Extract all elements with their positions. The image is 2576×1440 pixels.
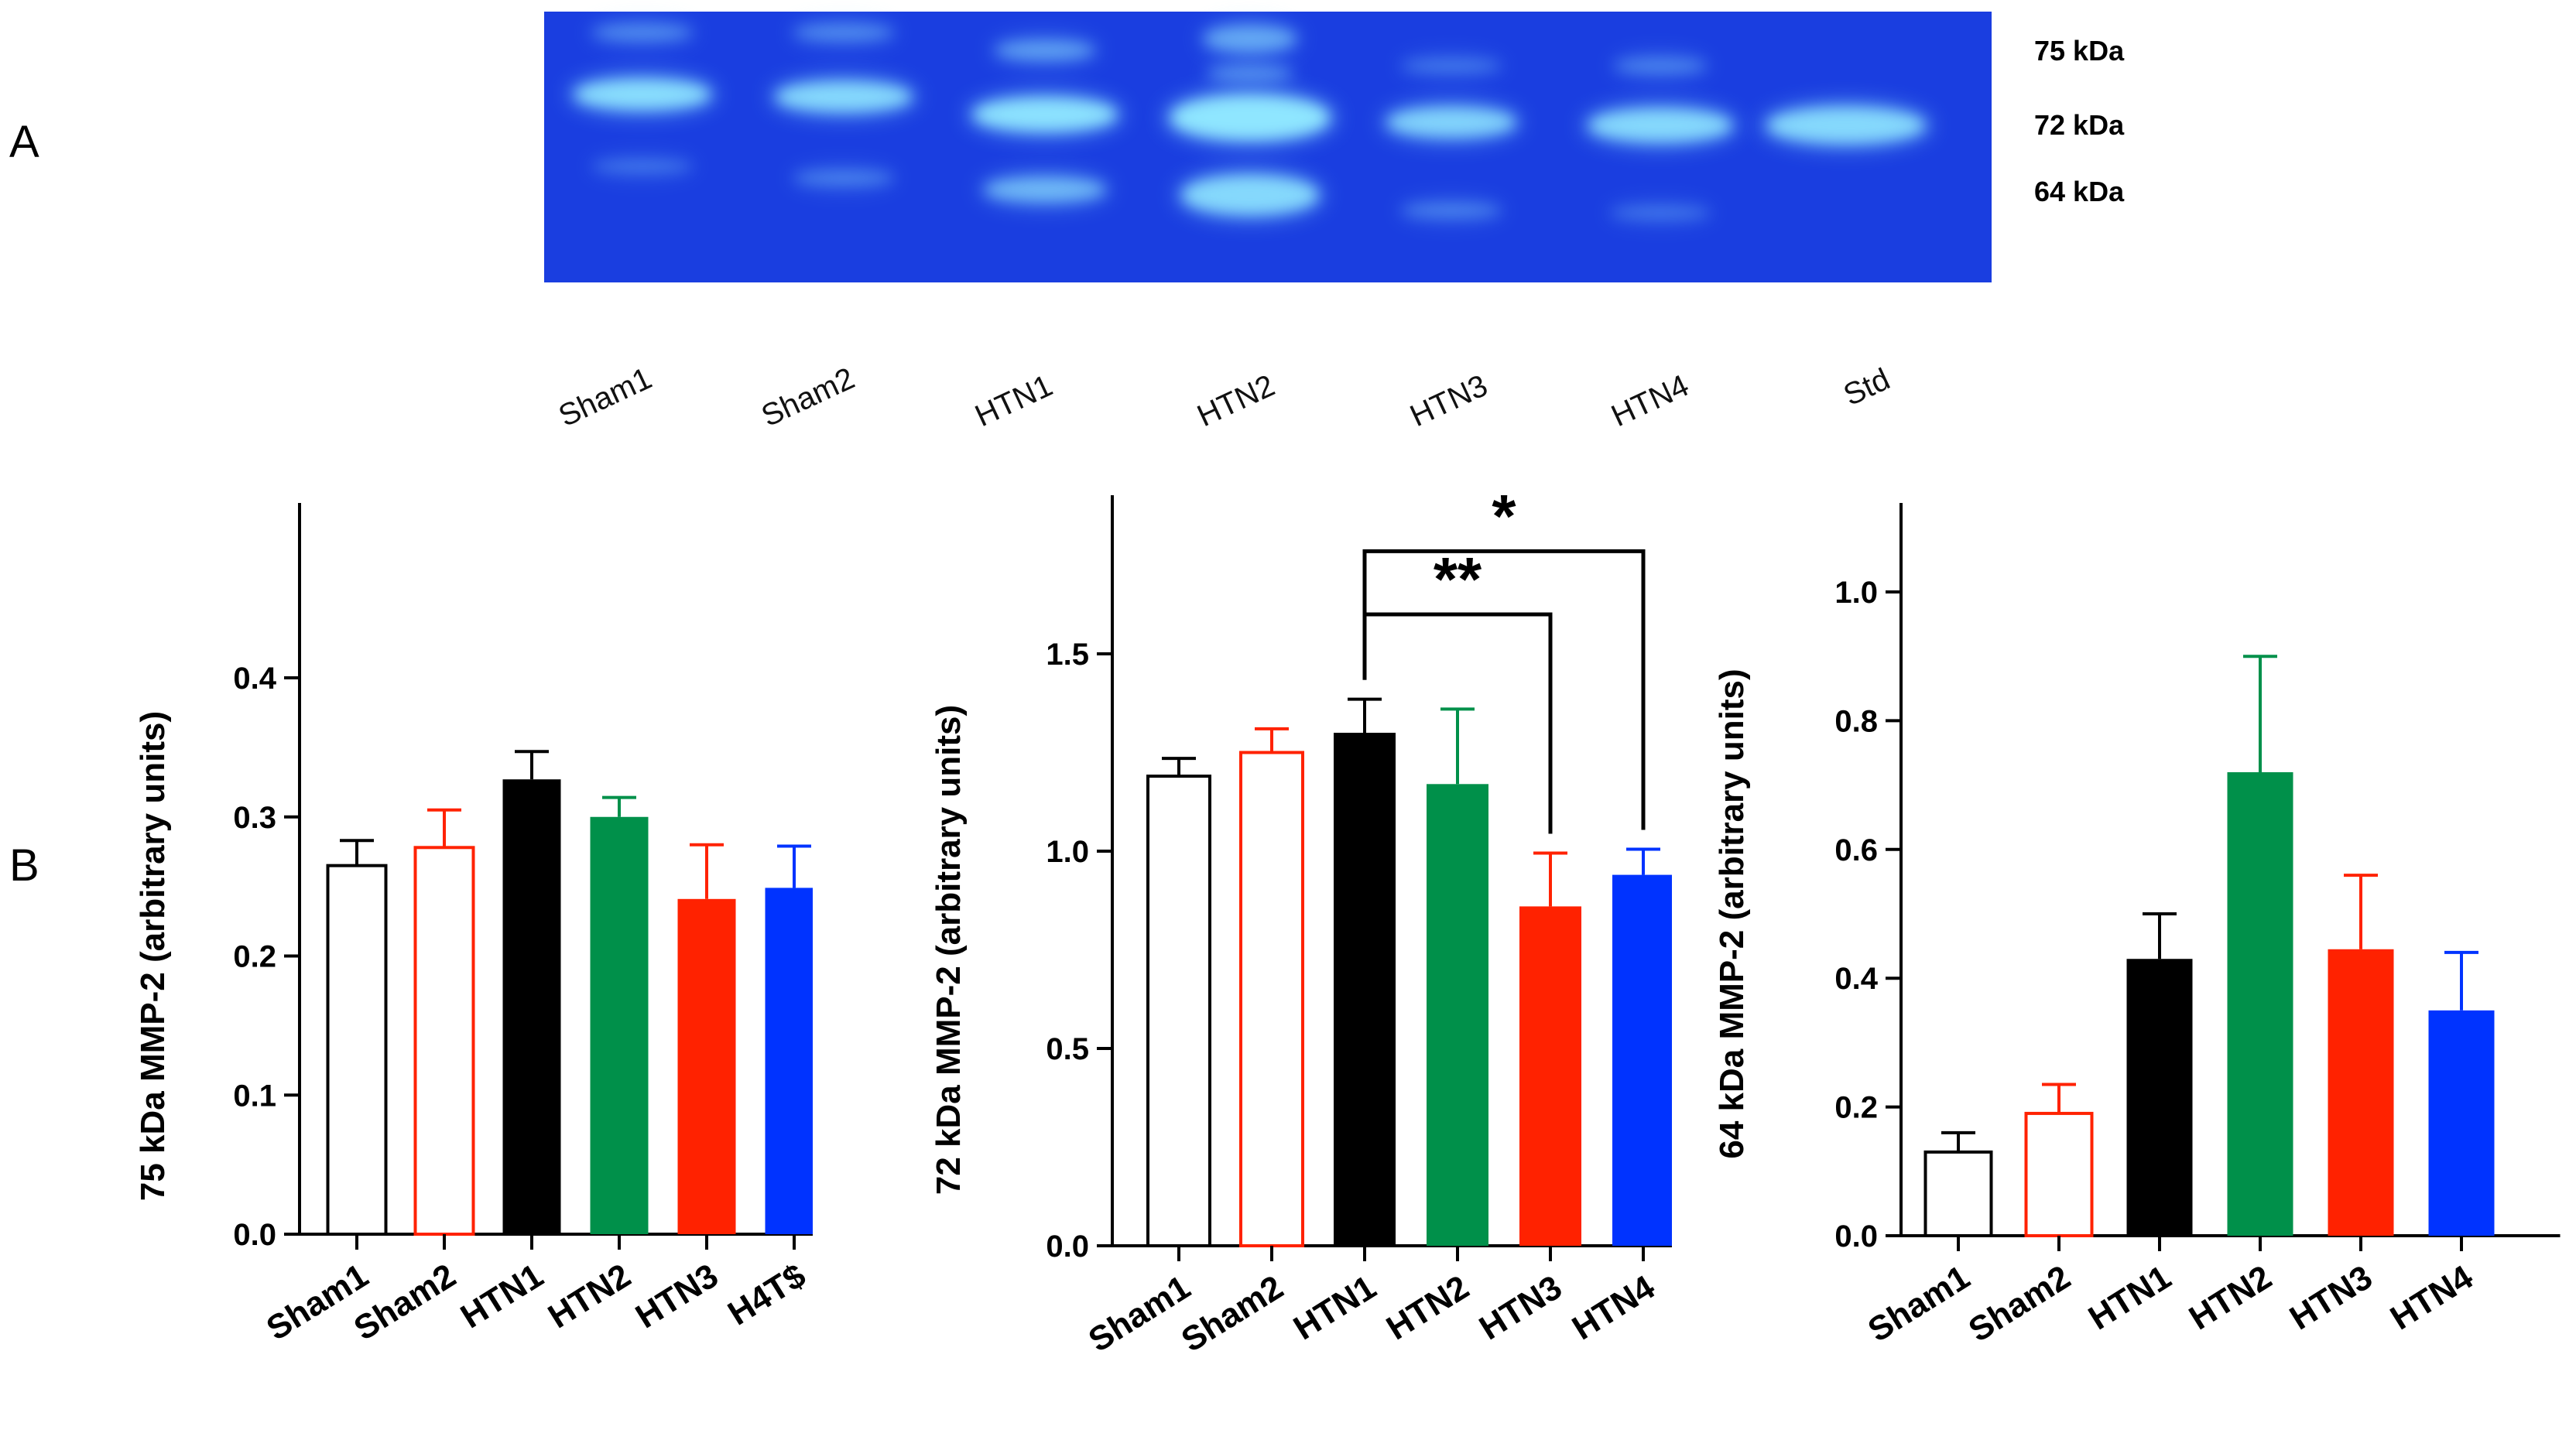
bar-htn1 [2126, 959, 2193, 1236]
bar-htn1 [1334, 733, 1396, 1246]
y-tick-label: 0.0 [233, 1218, 276, 1252]
gel-band [776, 83, 912, 111]
y-tick-label: 1.0 [1046, 835, 1089, 869]
category-label: HTN3 [2283, 1258, 2379, 1337]
y-tick-label: 0.3 [233, 801, 276, 835]
category-label: HTN2 [542, 1257, 637, 1336]
lane-label-sham1: Sham1 [553, 361, 656, 433]
gel-band [984, 178, 1106, 201]
lane-label-htn2: HTN2 [1192, 368, 1279, 433]
category-label: HTN4 [2384, 1258, 2480, 1338]
significance-label: ** [1434, 545, 1482, 614]
y-tick-label: 0.5 [1046, 1032, 1089, 1066]
bar-h4t$ [765, 888, 813, 1234]
bar-htn4 [1612, 874, 1672, 1246]
bar-chart-75kda: 0.0 0.1 0.2 0.3 0.4 75 kDa MMP-2 (arbitrary u… [134, 503, 813, 1348]
y-tick-label: 1.5 [1046, 638, 1089, 672]
gel-band [1767, 108, 1925, 142]
category-label: Sham2 [348, 1257, 462, 1348]
gel-band [1387, 108, 1516, 136]
category-label: Sham1 [260, 1257, 375, 1348]
gel-band [1589, 110, 1732, 141]
category-label: H4T$ [721, 1257, 812, 1333]
gel-band [1614, 58, 1707, 74]
bar-htn2 [2227, 771, 2293, 1236]
marker-64-kda: 64 kDa [2034, 176, 2125, 207]
y-axis-label: 72 kDa MMP-2 (arbitrary units) [930, 705, 968, 1195]
category-label: HTN3 [629, 1257, 724, 1336]
bar-chart-64kda: 0.0 0.2 0.4 0.6 0.8 1.0 64 kDa MMP-2 (arbitrar… [1713, 503, 2561, 1349]
gel-band [1204, 26, 1297, 51]
y-axis-label: 64 kDa MMP-2 (arbitrary units) [1713, 669, 1751, 1158]
zymography-gel: 75 kDa 72 kDa 64 kDa Sham1 Sham2 HTN1 HT… [544, 12, 2125, 433]
lane-label-htn3: HTN3 [1405, 368, 1492, 433]
y-tick-label: 0.8 [1834, 704, 1878, 738]
y-tick-label: 0.4 [1834, 962, 1878, 996]
bar-chart-72kda: 0.0 0.5 1.0 1.5 72 kDa MMP-2 (arbitrary unit… [930, 495, 1672, 1360]
bar-htn2 [590, 816, 649, 1234]
y-tick-label: 0.6 [1834, 833, 1878, 867]
bar-htn3 [2328, 949, 2394, 1236]
marker-75-kda: 75 kDa [2034, 35, 2125, 67]
category-label: HTN4 [1566, 1268, 1662, 1348]
category-label: Sham1 [1862, 1258, 1976, 1349]
y-tick-label: 1.0 [1834, 576, 1878, 610]
bar-htn4 [2428, 1010, 2495, 1236]
bar-htn2 [1427, 784, 1488, 1246]
category-label: Sham2 [1962, 1258, 2077, 1349]
gel-band [995, 41, 1095, 60]
category-label: Sham2 [1175, 1268, 1290, 1360]
panel-label-a: A [9, 117, 39, 167]
y-tick-label: 0.0 [1046, 1230, 1089, 1264]
bar-htn3 [677, 898, 736, 1234]
gel-band [1207, 66, 1293, 81]
category-label: HTN1 [454, 1257, 550, 1336]
lane-label-sham2: Sham2 [756, 361, 859, 433]
y-tick-label: 0.1 [233, 1079, 276, 1113]
bar-htn3 [1519, 906, 1581, 1246]
significance-label: * [1492, 495, 1516, 550]
y-tick-label: 0.2 [233, 940, 276, 974]
gel-band [974, 99, 1116, 130]
gel-band [1171, 97, 1329, 139]
lane-label-std: Std [1838, 362, 1895, 412]
significance-bracket [1362, 612, 1553, 834]
bar-sham2 [2024, 1111, 2094, 1237]
bar-sham2 [1239, 751, 1304, 1247]
gel-band [1401, 59, 1502, 73]
gel-background [544, 12, 1992, 282]
category-label: HTN3 [1473, 1268, 1568, 1347]
bar-htn1 [502, 779, 561, 1234]
gel-band [1182, 176, 1318, 214]
gel-band [793, 25, 894, 40]
bar-sham2 [413, 846, 475, 1236]
gel-band [592, 160, 693, 173]
y-tick-label: 0.4 [233, 662, 276, 696]
category-label: HTN2 [1380, 1268, 1475, 1347]
bar-sham1 [1146, 775, 1211, 1248]
gel-band [1401, 204, 1502, 217]
bar-sham1 [1923, 1150, 1993, 1238]
category-label: HTN2 [2183, 1258, 2278, 1337]
gel-band [793, 171, 894, 185]
lane-label-htn1: HTN1 [970, 368, 1057, 433]
marker-72-kda: 72 kDa [2034, 109, 2125, 141]
y-tick-label: 0.2 [1834, 1091, 1878, 1125]
gel-band [574, 80, 711, 108]
y-axis-label: 75 kDa MMP-2 (arbitrary units) [134, 711, 172, 1201]
significance-bracket [1362, 549, 1646, 830]
y-tick-label: 0.0 [1834, 1219, 1878, 1254]
category-label: HTN1 [2082, 1258, 2177, 1337]
category-label: HTN1 [1287, 1268, 1382, 1347]
lane-label-htn4: HTN4 [1606, 368, 1694, 433]
category-label: Sham1 [1082, 1268, 1197, 1360]
gel-band [1610, 207, 1711, 219]
gel-band [592, 25, 693, 40]
bar-sham1 [326, 864, 388, 1236]
panel-label-b: B [9, 840, 39, 891]
